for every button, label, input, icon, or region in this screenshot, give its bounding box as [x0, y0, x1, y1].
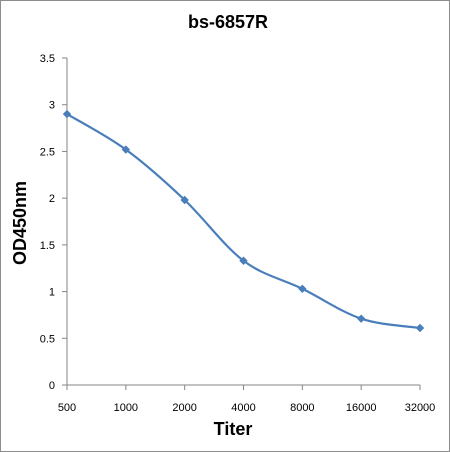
y-axis-title: OD450nm [10, 181, 30, 265]
x-tick-label: 1000 [114, 402, 138, 414]
data-point-marker [239, 256, 248, 265]
x-tick-label: 16000 [346, 402, 377, 414]
y-tick-label: 1 [49, 287, 55, 299]
x-tick-label: 32000 [405, 402, 436, 414]
data-point-marker [62, 109, 72, 119]
y-tick-label: 0.5 [40, 333, 55, 345]
x-tick-label: 8000 [290, 402, 314, 414]
y-tick-label: 2.5 [40, 146, 55, 158]
data-point-marker [180, 195, 189, 205]
data-points [62, 109, 425, 333]
x-ticks: 500 1000 2000 4000 8000 16000 32000 [58, 385, 435, 414]
x-tick-label: 2000 [172, 402, 196, 414]
data-point-marker [356, 314, 366, 323]
axes [66, 58, 420, 386]
y-tick-label: 3 [49, 100, 55, 112]
data-point-marker [415, 323, 425, 333]
y-tick-label: 0 [49, 380, 55, 392]
y-ticks: 0 0.5 1 1.5 2 2.5 3 3.5 [40, 53, 67, 392]
data-point-marker [298, 284, 307, 293]
x-tick-label: 4000 [231, 402, 255, 414]
data-point-marker [121, 145, 131, 154]
series-line [66, 113, 421, 330]
x-axis-title: Titer [214, 419, 253, 439]
y-tick-label: 2 [49, 193, 55, 205]
y-tick-label: 1.5 [40, 240, 55, 252]
y-tick-label: 3.5 [40, 53, 55, 65]
x-tick-label: 500 [58, 402, 76, 414]
chart-title: bs-6857R [188, 12, 268, 32]
